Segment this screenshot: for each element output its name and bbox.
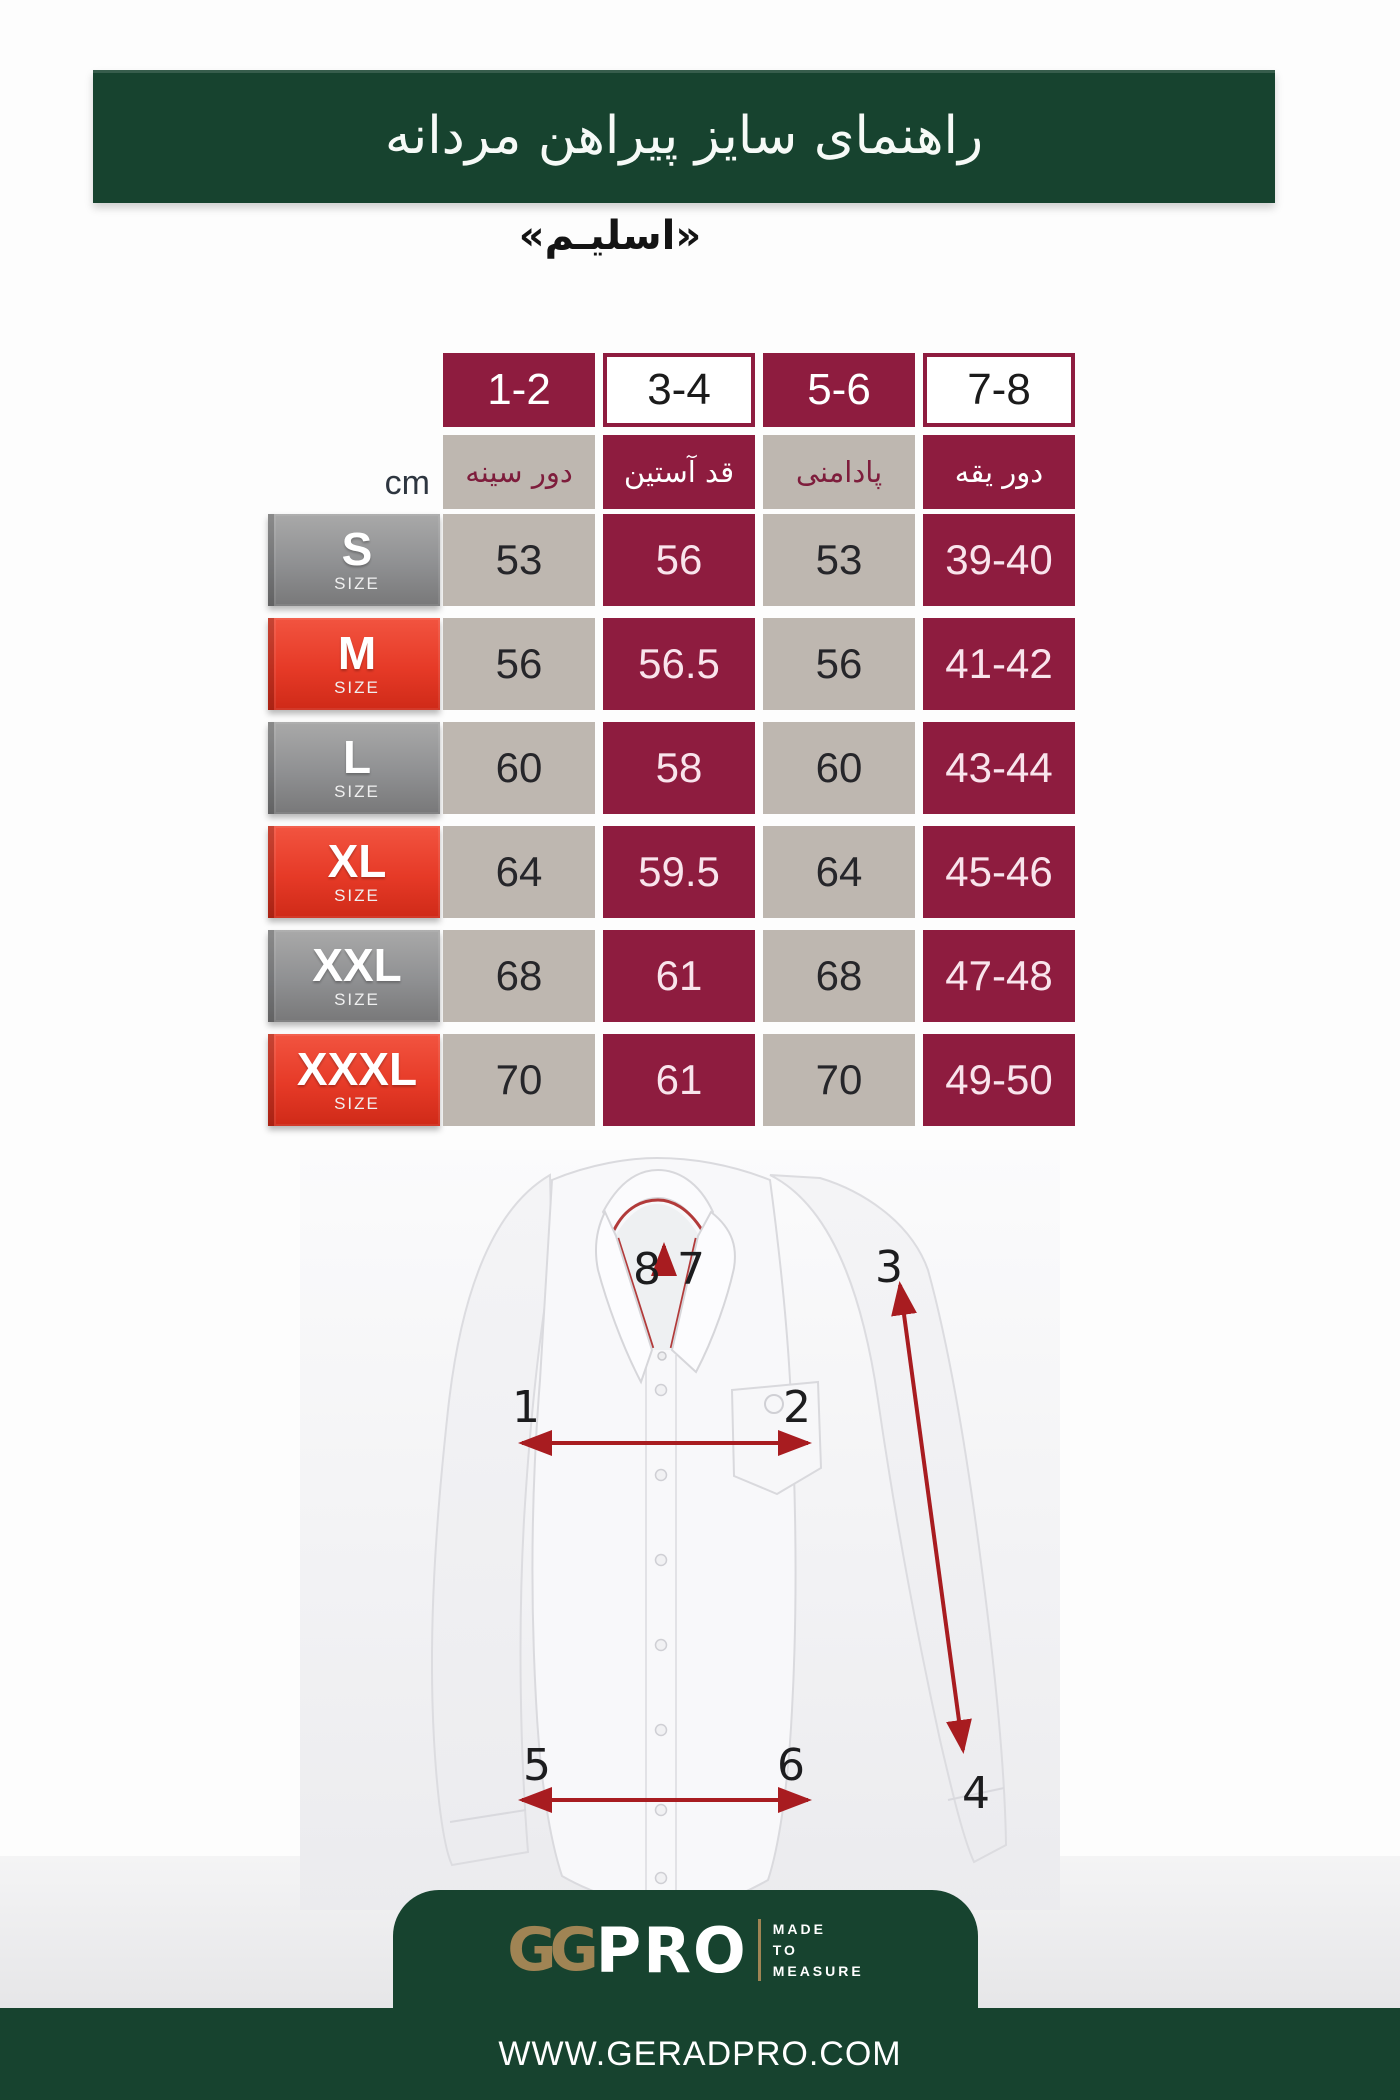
logo-tagline: MADE TO MEASURE <box>772 1920 864 1979</box>
value-hem: 56 <box>763 618 915 710</box>
measure-header-sleeve: قد آستین <box>603 435 755 509</box>
value-collar: 49-50 <box>923 1034 1075 1126</box>
collar-red-piping <box>612 1198 704 1231</box>
value-sleeve: 58 <box>603 722 755 814</box>
collar-opening <box>616 1204 698 1350</box>
value-sleeve: 61 <box>603 1034 755 1126</box>
shirt-diagram: 1 2 3 4 5 6 7 8 <box>300 1150 1060 1912</box>
value-collar: 47-48 <box>923 930 1075 1022</box>
measure-point-1: 1 <box>512 1382 540 1433</box>
value-hem: 68 <box>763 930 915 1022</box>
table-number-header-row: 1-2 3-4 5-6 7-8 <box>443 353 1075 427</box>
size-tag-xxl: XXL SIZE <box>268 930 440 1022</box>
page-title: راهنمای سایز پیراهن مردانه <box>384 106 984 166</box>
value-hem: 64 <box>763 826 915 918</box>
shirt-body <box>531 1156 797 1912</box>
value-chest: 68 <box>443 930 595 1022</box>
measure-header-chest: دور سینه <box>443 435 595 509</box>
measure-point-3: 3 <box>875 1242 903 1293</box>
number-header: 5-6 <box>763 353 915 427</box>
sleeve-measure-arrow <box>891 1281 972 1754</box>
collar-right-leaf <box>670 1210 736 1374</box>
website-url: WWW.GERADPRO.COM <box>498 2034 902 2073</box>
measure-header-hem: پادامنی <box>763 435 915 509</box>
value-sleeve: 61 <box>603 930 755 1022</box>
table-row: 56 56.5 56 41-42 <box>443 618 1075 710</box>
brand-logo: GG PRO MADE TO MEASURE <box>507 1914 863 1987</box>
value-collar: 39-40 <box>923 514 1075 606</box>
number-header: 7-8 <box>923 353 1075 427</box>
size-tag-xl: XL SIZE <box>268 826 440 918</box>
value-chest: 53 <box>443 514 595 606</box>
value-chest: 60 <box>443 722 595 814</box>
size-tag-s: S SIZE <box>268 514 440 606</box>
unit-label: cm <box>384 464 430 502</box>
shirt-left-sleeve <box>430 1173 554 1867</box>
value-sleeve: 56.5 <box>603 618 755 710</box>
value-hem: 60 <box>763 722 915 814</box>
footer-logo-card: GG PRO MADE TO MEASURE <box>393 1890 978 2010</box>
value-chest: 64 <box>443 826 595 918</box>
table-row: 64 59.5 64 45-46 <box>443 826 1075 918</box>
header-band: راهنمای سایز پیراهن مردانه <box>93 70 1275 203</box>
measure-point-7: 7 <box>677 1244 705 1295</box>
measure-point-8: 8 <box>633 1244 661 1295</box>
fit-subtitle: «اسلیـم» <box>518 213 702 259</box>
logo-pro-text: PRO <box>595 1913 748 1987</box>
table-measure-header-row: دور سینه قد آستین پادامنی دور یقه <box>443 435 1075 509</box>
number-header: 1-2 <box>443 353 595 427</box>
value-collar: 43-44 <box>923 722 1075 814</box>
table-row: 68 61 68 47-48 <box>443 930 1075 1022</box>
measure-point-6: 6 <box>777 1740 805 1791</box>
measure-point-2: 2 <box>783 1382 811 1433</box>
value-hem: 53 <box>763 514 915 606</box>
logo-gg-monogram: GG <box>507 1915 598 1985</box>
measure-point-5: 5 <box>523 1740 551 1791</box>
measure-point-4: 4 <box>962 1768 990 1819</box>
size-tag-xxxl: XXXL SIZE <box>268 1034 440 1126</box>
table-row: 70 61 70 49-50 <box>443 1034 1075 1126</box>
value-collar: 45-46 <box>923 826 1075 918</box>
table-row: 53 56 53 39-40 <box>443 514 1075 606</box>
value-sleeve: 56 <box>603 514 755 606</box>
shirt-illustration: 1 2 3 4 5 6 7 8 <box>300 1150 1060 1912</box>
collar-left-leaf <box>595 1209 654 1385</box>
measure-header-collar: دور یقه <box>923 435 1075 509</box>
value-chest: 70 <box>443 1034 595 1126</box>
value-collar: 41-42 <box>923 618 1075 710</box>
footer-band: WWW.GERADPRO.COM <box>0 2008 1400 2100</box>
value-sleeve: 59.5 <box>603 826 755 918</box>
size-tag-l: L SIZE <box>268 722 440 814</box>
value-hem: 70 <box>763 1034 915 1126</box>
size-tag-m: M SIZE <box>268 618 440 710</box>
value-chest: 56 <box>443 618 595 710</box>
logo-divider <box>757 1919 761 1981</box>
table-row: 60 58 60 43-44 <box>443 722 1075 814</box>
number-header: 3-4 <box>603 353 755 427</box>
